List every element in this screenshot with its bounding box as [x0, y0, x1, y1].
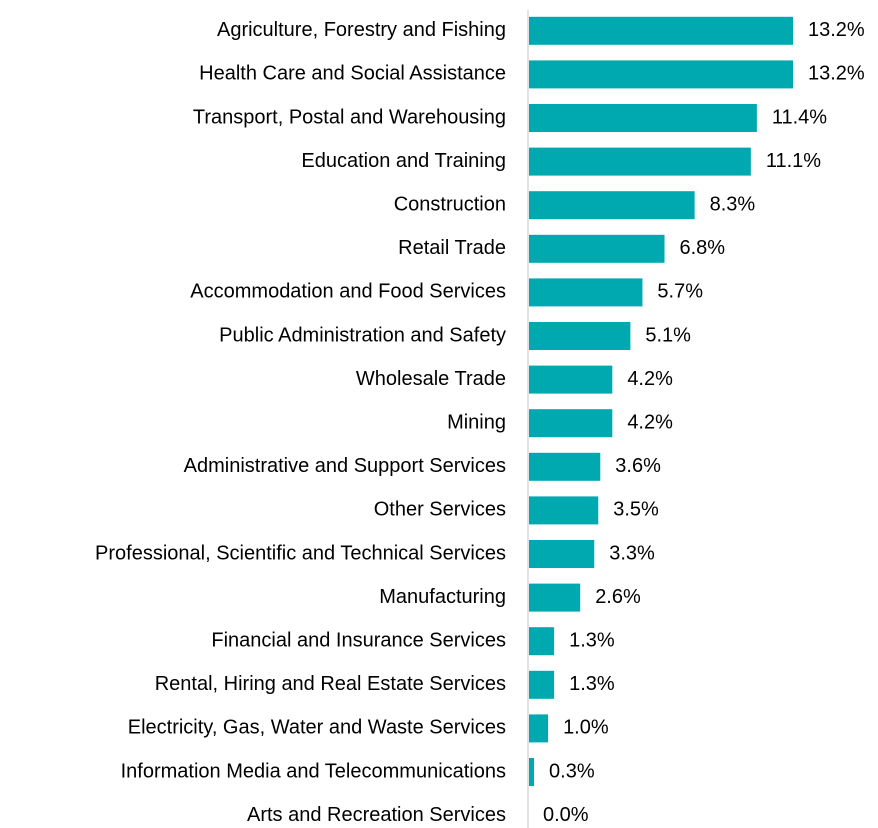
- value-label: 13.2%: [808, 19, 865, 41]
- bar: [529, 409, 613, 438]
- category-label: Administrative and Support Services: [184, 455, 506, 477]
- value-label: 5.7%: [657, 281, 703, 303]
- value-label: 3.3%: [609, 542, 655, 564]
- category-label: Accommodation and Food Services: [190, 281, 506, 303]
- category-label: Health Care and Social Assistance: [199, 63, 506, 85]
- bar: [529, 234, 665, 263]
- value-label: 4.2%: [627, 411, 673, 433]
- value-label: 3.6%: [615, 455, 661, 477]
- category-label: Other Services: [374, 499, 506, 521]
- value-label: 1.3%: [569, 629, 615, 651]
- category-label: Electricity, Gas, Water and Waste Servic…: [128, 717, 506, 739]
- value-label: 6.8%: [680, 237, 726, 259]
- value-label: 11.4%: [772, 106, 827, 128]
- value-label: 4.2%: [627, 368, 673, 390]
- bar: [529, 365, 613, 394]
- category-label: Manufacturing: [379, 586, 506, 608]
- category-label: Arts and Recreation Services: [247, 804, 506, 826]
- category-label: Education and Training: [301, 150, 506, 172]
- value-label: 13.2%: [808, 63, 865, 85]
- category-label: Retail Trade: [398, 237, 506, 259]
- bar: [529, 670, 555, 699]
- value-label: 8.3%: [710, 193, 756, 215]
- category-label: Construction: [394, 193, 506, 215]
- category-label: Financial and Insurance Services: [211, 629, 506, 651]
- bar: [529, 60, 793, 89]
- value-label: 2.6%: [595, 586, 641, 608]
- category-label: Professional, Scientific and Technical S…: [95, 542, 506, 564]
- category-label: Information Media and Telecommunications: [121, 760, 506, 782]
- bar: [529, 191, 695, 220]
- bar: [529, 104, 757, 132]
- category-label: Agriculture, Forestry and Fishing: [217, 19, 506, 41]
- value-label: 0.0%: [543, 804, 589, 826]
- value-label: 1.3%: [569, 673, 615, 695]
- bar: [529, 16, 793, 45]
- value-label: 3.5%: [613, 499, 659, 521]
- bar: [529, 322, 631, 350]
- category-label: Rental, Hiring and Real Estate Services: [155, 673, 506, 695]
- value-label: 1.0%: [563, 717, 609, 739]
- category-label: Wholesale Trade: [356, 368, 506, 390]
- bar: [529, 452, 601, 481]
- category-label: Mining: [447, 411, 506, 433]
- bar: [529, 147, 751, 176]
- value-label: 0.3%: [549, 760, 595, 782]
- bar: [529, 540, 595, 568]
- bar: [529, 583, 581, 612]
- category-label: Transport, Postal and Warehousing: [193, 106, 506, 128]
- bar: [529, 714, 549, 743]
- value-label: 5.1%: [645, 324, 691, 346]
- bar: [529, 627, 555, 656]
- category-label: Public Administration and Safety: [219, 324, 506, 346]
- bar: [529, 278, 643, 307]
- bar: [529, 496, 599, 525]
- bar: [529, 758, 535, 786]
- value-label: 11.1%: [766, 150, 821, 172]
